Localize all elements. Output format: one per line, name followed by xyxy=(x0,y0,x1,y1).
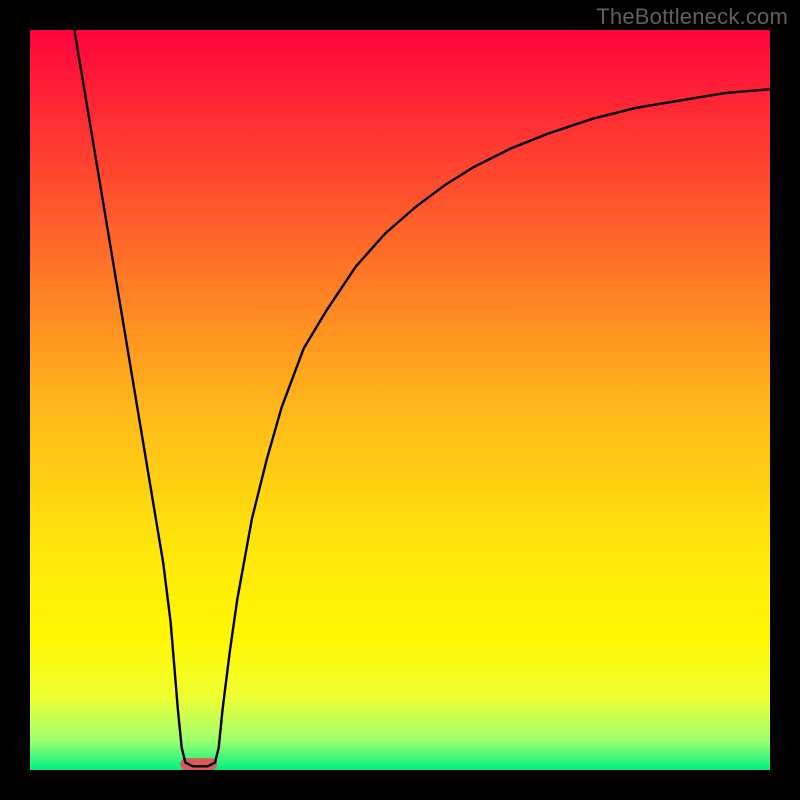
frame-border-bottom xyxy=(0,770,800,800)
curve-overlay xyxy=(30,30,770,770)
frame-border-right xyxy=(770,0,800,800)
frame-border-left xyxy=(0,0,30,800)
chart-frame xyxy=(0,0,800,800)
bottleneck-curve xyxy=(74,30,770,766)
plot-area xyxy=(30,30,770,770)
watermark-text: TheBottleneck.com xyxy=(596,4,788,30)
